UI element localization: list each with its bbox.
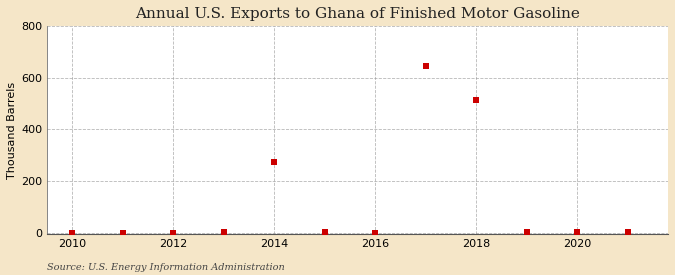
Point [572,230,583,234]
Point [521,230,532,234]
Title: Annual U.S. Exports to Ghana of Finished Motor Gasoline: Annual U.S. Exports to Ghana of Finished… [135,7,580,21]
Y-axis label: Thousand Barrels: Thousand Barrels [7,82,17,179]
Point [471,98,482,102]
Point [67,230,78,235]
Point [168,230,179,235]
Point [219,230,230,234]
Text: Source: U.S. Energy Information Administration: Source: U.S. Energy Information Administ… [47,263,285,272]
Point [421,64,431,68]
Point [117,230,128,235]
Point [370,230,381,235]
Point [269,160,279,164]
Point [622,230,633,234]
Point [319,230,330,234]
